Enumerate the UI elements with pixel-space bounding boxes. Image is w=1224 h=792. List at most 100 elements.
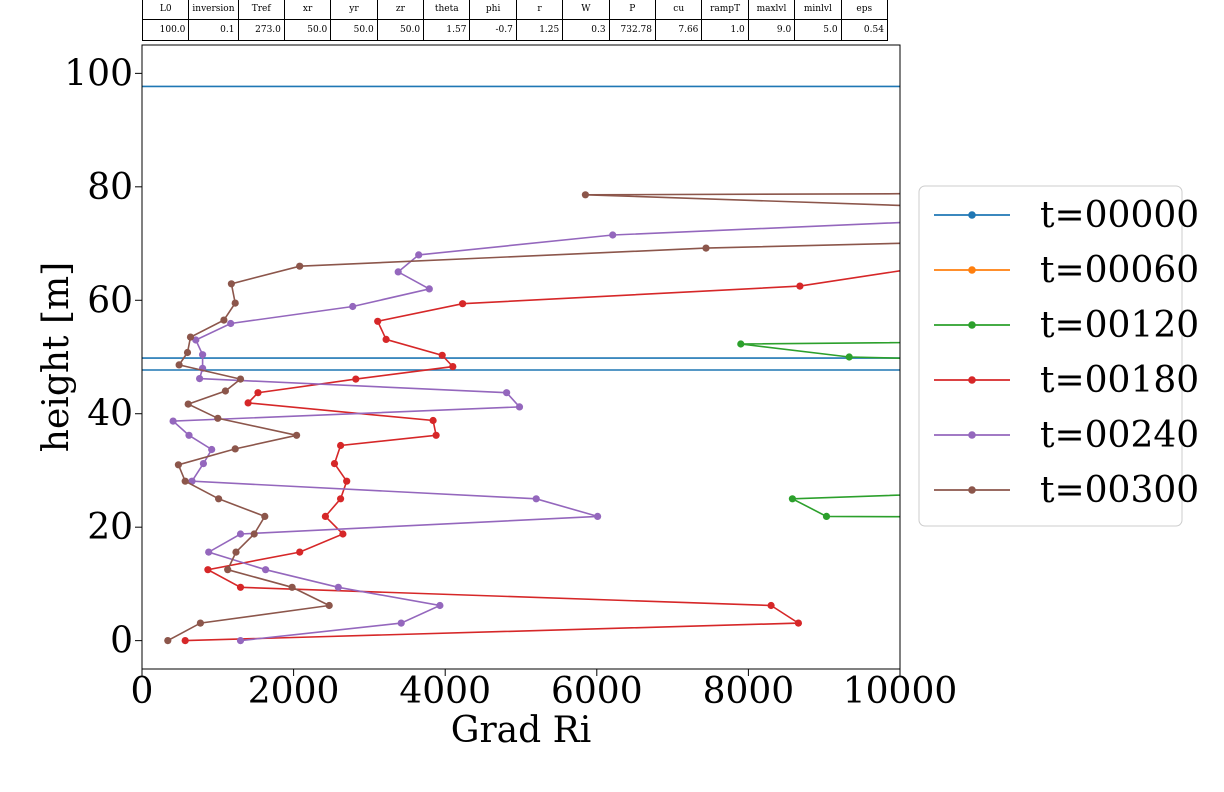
series-line [789,494,900,518]
data-point [912,265,919,272]
legend-marker [968,211,976,219]
data-point [236,375,245,383]
data-point [196,375,204,383]
data-point [767,601,775,610]
legend-box [918,185,1183,527]
data-point [169,417,177,425]
series-t=00240 [169,221,900,645]
legend-label: t=00180 [1040,360,1199,401]
data-point [175,361,183,369]
data-point [185,431,193,439]
series-line [171,221,900,642]
data-point [374,317,382,325]
x-tick-label: 2000 [248,671,340,712]
legend-marker [968,486,976,494]
data-point [236,583,245,591]
data-point [334,583,342,591]
data-point [594,512,602,521]
legend-marker [968,266,976,274]
data-point [737,340,745,348]
data-point [449,363,457,371]
data-point [236,530,245,538]
param-value-phi: -0.7 [469,19,517,41]
parameter-value-row: 100.0 0.1 273.0 50.0 50.0 50.0 1.57 -0.7 1.25 0.3… [141,19,888,41]
data-point [231,299,239,307]
data-point [394,268,402,276]
series-t=00180 [181,265,919,645]
param-value-l0: 100.0 [141,19,190,41]
plot-area [142,85,1207,645]
data-point [232,548,240,556]
legend: t=00000 t=00060 t=00120 t=00180 t=00240 t=003… [918,185,1199,527]
param-value-cu: 7.66 [655,19,703,41]
data-point [214,414,222,422]
data-point [415,251,423,259]
param-value-theta: 1.57 [423,19,471,41]
data-point [181,477,189,485]
data-point [254,389,262,397]
legend-label: t=00300 [1040,470,1199,511]
data-point [236,637,245,645]
data-point [352,375,360,383]
data-point [609,231,617,239]
data-point [261,512,269,521]
y-tick-label: 80 [87,167,133,208]
y-tick-label: 100 [64,53,133,94]
data-point [339,530,347,538]
data-point [532,495,540,503]
data-point [337,441,345,450]
data-point [181,637,189,645]
data-point [204,566,212,574]
data-point [192,336,200,344]
data-point [296,548,304,556]
series-line [167,242,900,642]
data-point [581,191,590,199]
data-point [459,300,467,308]
data-point [250,530,258,538]
legend-label: t=00000 [1040,195,1199,236]
data-point [702,244,710,252]
data-point [429,416,437,425]
data-point [199,351,207,359]
data-point [221,387,229,395]
x-tick-label: 0 [131,671,154,712]
data-point [845,353,853,361]
x-tick-label: 4000 [399,671,491,712]
data-point [220,316,228,324]
data-point [822,512,831,521]
data-point [343,477,351,485]
data-point [436,601,444,610]
y-tick-label: 60 [87,280,133,321]
data-point [438,351,446,359]
series-line [185,270,900,642]
data-point [184,400,192,408]
data-point [208,445,216,454]
data-point [288,583,296,591]
param-value-tref: 273.0 [237,19,285,41]
data-point [262,566,270,574]
x-axis: 0 2000 4000 6000 8000 10000 [131,669,957,712]
series-line [740,341,900,360]
data-point [1200,481,1207,488]
series-t=00120 [737,336,1207,522]
data-point [199,460,207,468]
param-value-eps: 0.54 [840,19,888,41]
legend-label: t=00060 [1040,250,1199,291]
legend-label: t=00240 [1040,415,1199,456]
y-tick-label: 0 [110,621,133,662]
data-point [1200,515,1207,522]
data-point [293,431,301,439]
data-point [244,399,252,407]
data-point [196,619,204,627]
legend-marker [968,431,976,439]
data-point [794,619,803,627]
x-tick-label: 8000 [703,671,795,712]
legend-marker [968,376,976,384]
x-axis-label: Grad Ri [451,710,592,751]
data-point [515,403,524,411]
data-point [227,319,235,328]
data-point [227,280,235,288]
x-tick-label: 6000 [551,671,643,712]
data-point [1200,336,1207,343]
